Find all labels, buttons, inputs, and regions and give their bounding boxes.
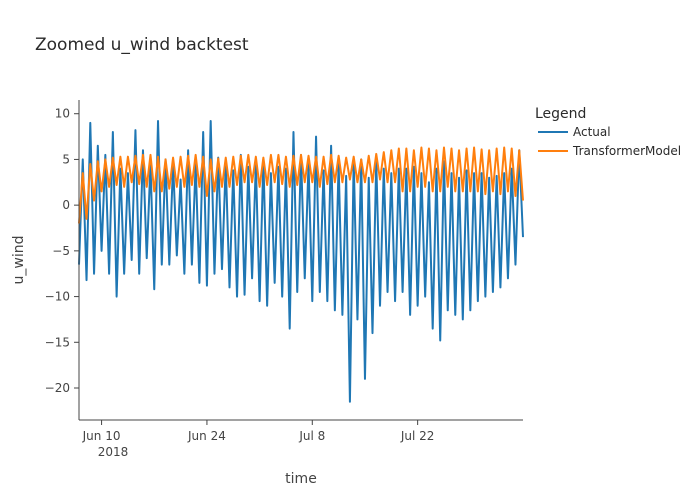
x-year-label: 2018	[98, 445, 129, 459]
y-axis: 10 5 0 −5 −10 −15 −20	[45, 100, 80, 420]
legend-label: Actual	[573, 125, 611, 139]
y-ticks: 10 5 0 −5 −10 −15 −20	[45, 107, 79, 395]
legend: Legend Actual TransformerModel	[535, 106, 681, 158]
x-axis: Jun 10 Jun 24 Jul 8 Jul 22 2018	[79, 419, 523, 459]
y-tick-label: 0	[62, 198, 70, 212]
x-axis-title: time	[285, 471, 317, 487]
legend-items: Actual TransformerModel	[538, 125, 681, 158]
legend-title: Legend	[535, 106, 586, 122]
series-line-transformermodel	[78, 146, 524, 224]
chart-title: Zoomed u_wind backtest	[35, 35, 249, 55]
y-axis-title: u_wind	[11, 236, 27, 285]
legend-label: TransformerModel	[572, 144, 681, 158]
series-line-actual	[78, 120, 524, 403]
x-tick-label: Jul 22	[400, 429, 435, 443]
series-layer	[78, 120, 524, 403]
x-tick-label: Jun 10	[82, 429, 121, 443]
y-tick-label: 5	[62, 152, 70, 166]
x-tick-label: Jul 8	[298, 429, 325, 443]
y-tick-label: −15	[45, 335, 70, 349]
y-tick-label: −10	[45, 290, 70, 304]
legend-item[interactable]: TransformerModel	[538, 144, 681, 158]
x-ticks: Jun 10 Jun 24 Jul 8 Jul 22	[82, 420, 435, 443]
y-tick-label: 10	[55, 107, 70, 121]
legend-item[interactable]: Actual	[538, 125, 611, 139]
plot-area	[78, 120, 524, 403]
x-tick-label: Jun 24	[187, 429, 226, 443]
y-tick-label: −5	[52, 244, 70, 258]
y-tick-label: −20	[45, 381, 70, 395]
